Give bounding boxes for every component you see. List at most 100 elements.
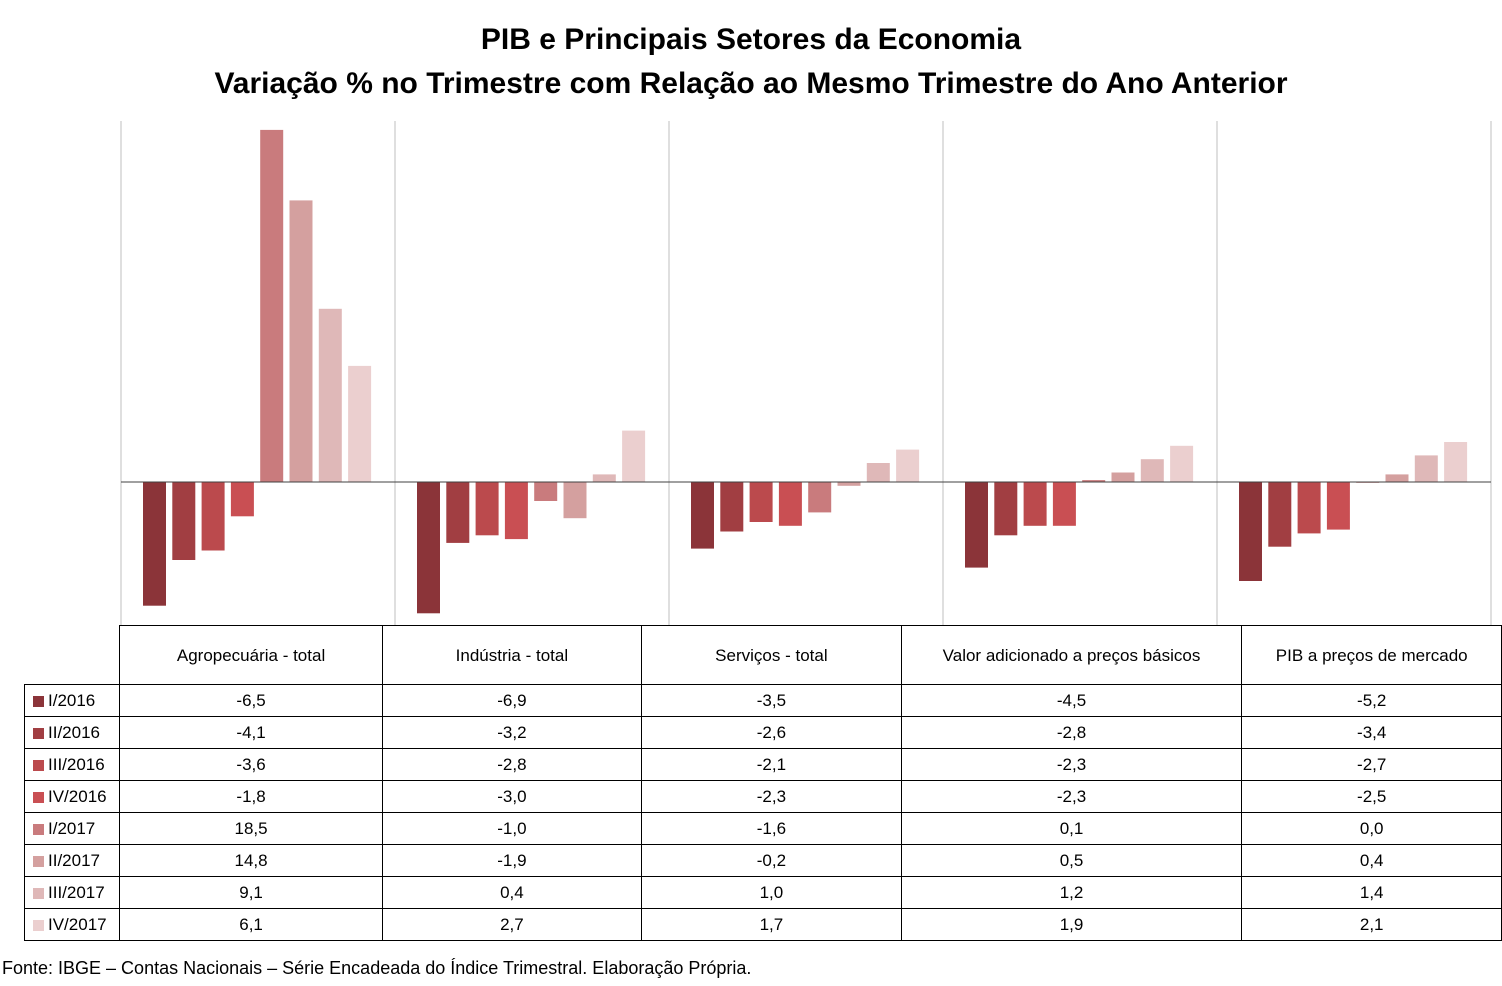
table-row: I/2017 18,5 -1,0 -1,6 0,1 0,0 (23, 812, 1502, 845)
data-label: 0,4 (1241, 844, 1502, 877)
category-header: PIB a preços de mercado (1241, 625, 1502, 685)
bar (260, 129, 284, 482)
data-label: -1,9 (381, 844, 643, 877)
bar (289, 200, 313, 482)
table-row: III/2017 9,1 0,4 1,0 1,2 1,4 (23, 876, 1502, 909)
data-label: -2,3 (641, 780, 902, 813)
bar (720, 482, 744, 532)
data-label: -2,6 (641, 716, 902, 749)
data-label: -2,1 (641, 748, 902, 781)
series-name: IV/2016 (48, 786, 107, 806)
bar (1326, 482, 1350, 530)
bar (1170, 445, 1194, 482)
legend-swatch (33, 823, 44, 835)
bar (1111, 472, 1135, 482)
series-label: I/2017 (23, 812, 121, 845)
data-label: -1,8 (119, 780, 383, 813)
table-row: I/2016 -6,5 -6,9 -3,5 -4,5 -5,2 (23, 684, 1502, 717)
data-label: 1,0 (641, 876, 902, 909)
legend-swatch (33, 759, 44, 771)
data-label: -3,6 (119, 748, 383, 781)
category-header: Indústria - total (381, 625, 643, 685)
data-label: -2,5 (1241, 780, 1502, 813)
data-label: -2,8 (381, 748, 643, 781)
bar (691, 482, 714, 549)
table-header-row: Agropecuária - total Indústria - total Ser… (24, 625, 1502, 685)
bar (1082, 480, 1106, 482)
data-label: -2,3 (900, 780, 1243, 813)
data-label: -5,2 (1241, 684, 1502, 717)
bar (475, 482, 499, 536)
series-label: IV/2017 (23, 908, 121, 941)
legend-swatch (33, 791, 44, 803)
bar (1052, 482, 1076, 526)
legend-swatch (33, 919, 44, 931)
data-label: 2,7 (381, 908, 643, 941)
table-row: IV/2016 -1,8 -3,0 -2,3 -2,3 -2,5 (23, 780, 1502, 813)
data-label: -3,4 (1241, 716, 1502, 749)
table-body: I/2016 -6,5 -6,9 -3,5 -4,5 -5,2 II/2016 -4,1 -3,… (23, 684, 1502, 941)
bar (837, 482, 861, 486)
series-label: I/2016 (23, 684, 121, 717)
bar (348, 365, 372, 482)
data-label: -4,5 (900, 684, 1243, 717)
bar (143, 482, 166, 606)
data-label: 1,4 (1241, 876, 1502, 909)
bar (172, 482, 196, 560)
series-label: III/2016 (23, 748, 121, 781)
data-label: 0,4 (381, 876, 643, 909)
title-line-2: Variação % no Trimestre com Relação ao M… (214, 67, 1288, 100)
chart-title: PIB e Principais Setores da Economia Var… (0, 18, 1502, 106)
bar (417, 482, 440, 614)
data-label: 2,1 (1241, 908, 1502, 941)
bar (1385, 474, 1409, 482)
bar (1268, 482, 1292, 547)
table-corner (24, 625, 121, 685)
data-label: 9,1 (119, 876, 383, 909)
data-label: -2,7 (1241, 748, 1502, 781)
data-label: 1,9 (900, 908, 1243, 941)
data-label: 6,1 (119, 908, 383, 941)
bar (1444, 442, 1468, 482)
series-name: III/2017 (48, 882, 105, 902)
bar (504, 482, 528, 540)
bar (778, 482, 802, 526)
series-name: I/2017 (48, 818, 96, 838)
data-label: -3,0 (381, 780, 643, 813)
data-label: -1,6 (641, 812, 902, 845)
data-label: -1,0 (381, 812, 643, 845)
data-table: Agropecuária - total Indústria - total Ser… (23, 625, 1502, 941)
data-label: -2,8 (900, 716, 1243, 749)
series-name: II/2017 (48, 850, 100, 870)
legend-swatch (33, 887, 44, 899)
bar (749, 482, 773, 522)
bar (446, 482, 470, 543)
data-label: 0,0 (1241, 812, 1502, 845)
series-label: III/2017 (23, 876, 121, 909)
series-name: III/2016 (48, 754, 105, 774)
legend-swatch (33, 727, 44, 739)
series-name: II/2016 (48, 722, 100, 742)
data-label: -3,5 (641, 684, 902, 717)
bar (201, 482, 225, 551)
data-label: -3,2 (381, 716, 643, 749)
data-label: 14,8 (119, 844, 383, 877)
series-name: IV/2017 (48, 914, 107, 934)
bar (994, 482, 1018, 536)
series-name: I/2016 (48, 690, 96, 710)
bar (1297, 482, 1321, 534)
bar (896, 449, 920, 482)
data-label: 18,5 (119, 812, 383, 845)
table-row: II/2017 14,8 -1,9 -0,2 0,5 0,4 (23, 844, 1502, 877)
series-label: II/2017 (23, 844, 121, 877)
category-header: Agropecuária - total (119, 625, 383, 685)
legend-swatch (33, 855, 44, 867)
series-label: II/2016 (23, 716, 121, 749)
data-label: 0,1 (900, 812, 1243, 845)
data-label: -4,1 (119, 716, 383, 749)
title-line-1: PIB e Principais Setores da Economia (480, 23, 1022, 56)
data-label: -0,2 (641, 844, 902, 877)
data-label: -6,5 (119, 684, 383, 717)
data-label: 1,2 (900, 876, 1243, 909)
